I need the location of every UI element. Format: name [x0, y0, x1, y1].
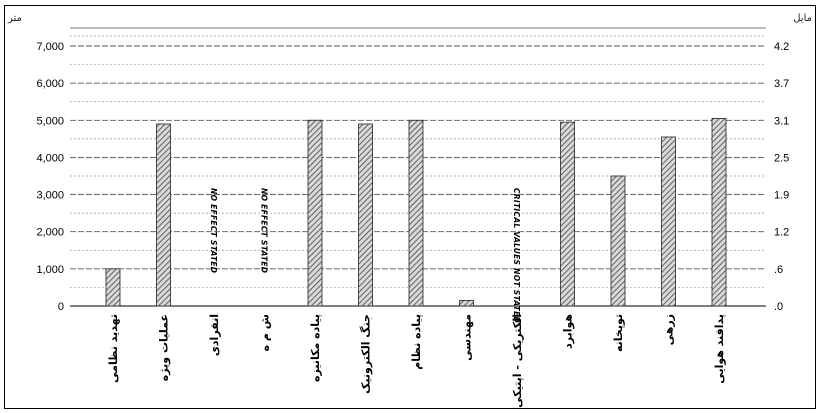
- right-tick-label: 2.5: [774, 152, 789, 164]
- left-unit-label: متر: [7, 13, 22, 24]
- right-tick-label: .6: [774, 264, 783, 276]
- annotation-label: NO EFFECT STATED: [209, 188, 218, 273]
- category-label: هوابرد: [562, 314, 575, 349]
- plot-area: 0 1,000 2,000 3,000 4,000 5,000 6,000 7,000 .0 .6…: [36, 27, 789, 408]
- bar: [711, 118, 727, 307]
- category-label: پیاده مکانیزه: [309, 314, 322, 382]
- category-label: مهندسی: [461, 314, 474, 361]
- right-unit-label: مایل: [793, 13, 812, 24]
- bar: [156, 123, 171, 307]
- left-tick-label: 4,000: [36, 152, 64, 164]
- annotation-label: NO EFFECT STATED: [260, 188, 269, 273]
- right-tick-label: .0: [774, 301, 783, 313]
- annotation-label: CRITICAL VALUES NOT STATED: [512, 188, 521, 323]
- right-tick-label: 4.2: [774, 41, 789, 53]
- left-tick-label: 2,000: [36, 227, 64, 239]
- category-label: پدافند هوایی: [713, 314, 726, 384]
- right-tick-label: 1.9: [774, 190, 789, 202]
- left-tick-label: 5,000: [36, 115, 64, 127]
- left-tick-label: 0: [58, 301, 64, 313]
- left-tick-label: 6,000: [36, 78, 64, 90]
- category-label: توپخانه: [612, 314, 625, 352]
- right-tick-label: 3.7: [774, 78, 789, 90]
- bar: [358, 123, 373, 307]
- left-tick-label: 1,000: [36, 264, 64, 276]
- category-label: عملیات ویژه: [158, 314, 171, 381]
- bar: [560, 121, 575, 307]
- bar: [307, 119, 323, 307]
- right-tick-label: 1.2: [774, 227, 789, 239]
- left-tick-label: 7,000: [36, 41, 64, 53]
- category-label: جنگ الکترونیک: [359, 314, 373, 394]
- category-label: زرهی: [663, 314, 676, 345]
- bar: [661, 136, 676, 307]
- bar: [408, 119, 424, 307]
- category-label: انفرادی: [208, 314, 221, 356]
- category-label: تهدید نظامی: [107, 314, 120, 383]
- category-label: پیاده نظام: [410, 314, 423, 370]
- bar: [610, 175, 626, 307]
- category-label: الکتریکی - اپتیکی: [511, 314, 524, 408]
- right-tick-label: 3.1: [774, 115, 789, 127]
- chart-frame: [4, 5, 816, 409]
- bar: [459, 300, 474, 307]
- bar: [105, 268, 121, 307]
- left-tick-label: 3,000: [36, 190, 64, 202]
- category-label: ش م ه: [259, 314, 272, 351]
